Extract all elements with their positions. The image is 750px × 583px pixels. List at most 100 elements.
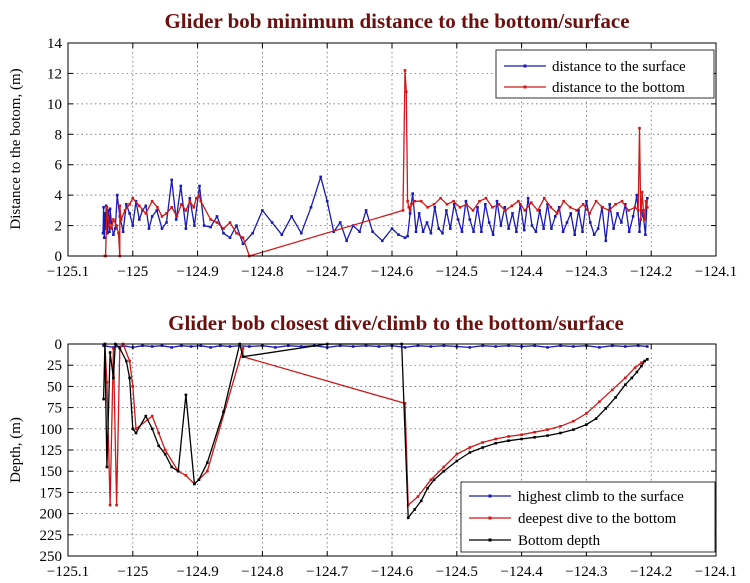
top-x-tick-label: −124.5 [436,264,478,280]
top-point-distance-to-the-bottom [401,209,405,212]
bottom-point-bottom-depth [507,439,510,442]
top-point-distance-to-the-surface [421,230,425,233]
top-point-distance-to-the-surface [642,215,645,218]
bottom-point-bottom-depth [455,459,459,463]
top-point-distance-to-the-bottom [180,203,183,206]
top-point-distance-to-the-surface [411,192,414,195]
legend-label-dive: deepest dive to the bottom [518,511,677,527]
top-point-distance-to-the-bottom [471,209,475,212]
bottom-point-highest-climb-to-the-surface [403,346,407,349]
bottom-point-highest-climb-to-the-surface [646,345,649,348]
top-point-distance-to-the-surface [445,209,448,212]
top-point-distance-to-the-surface [425,221,429,224]
bottom-point-bottom-depth [494,441,497,445]
top-point-distance-to-the-bottom [452,199,455,203]
legend-label-bottom: distance to the bottom [552,80,685,96]
bottom-point-bottom-depth [559,431,562,435]
bottom-point-deepest-dive-to-the-bottom [150,414,154,418]
top-point-distance-to-the-bottom [568,206,572,209]
bottom-point-bottom-depth [426,486,429,490]
top-point-distance-to-the-surface [577,209,580,212]
top-point-distance-to-the-surface [526,196,530,200]
top-point-distance-to-the-surface [319,175,322,179]
top-point-distance-to-the-bottom [426,206,429,209]
top-point-distance-to-the-surface [228,236,232,239]
bottom-chart-title: Glider bob closest dive/climb to the bot… [168,311,624,335]
top-point-distance-to-the-surface [414,230,418,233]
top-point-distance-to-the-bottom [432,203,436,206]
bottom-point-bottom-depth [105,465,109,469]
bottom-point-highest-climb-to-the-surface [624,345,627,348]
top-point-distance-to-the-bottom [555,212,559,215]
top-point-distance-to-the-surface [585,199,588,203]
bottom-point-highest-climb-to-the-surface [598,346,601,349]
top-x-tick-label: −124.1 [695,264,737,280]
top-point-distance-to-the-surface [646,196,649,200]
top-point-distance-to-the-bottom [165,212,168,215]
top-point-distance-to-the-bottom [118,204,122,208]
top-point-distance-to-the-bottom [497,203,501,206]
legend-label-climb: highest climb to the surface [518,489,684,505]
top-point-distance-to-the-bottom [607,209,611,212]
top-point-distance-to-the-surface [103,236,106,239]
top-point-distance-to-the-bottom [530,201,533,204]
bottom-point-highest-climb-to-the-surface [228,345,232,348]
bottom-point-deepest-dive-to-the-bottom [184,474,188,477]
bottom-point-deepest-dive-to-the-bottom [533,430,536,434]
bottom-point-bottom-depth [112,376,115,380]
top-point-distance-to-the-surface [437,227,440,230]
bottom-point-bottom-depth [222,410,225,414]
bottom-point-deepest-dive-to-the-bottom [157,431,160,435]
top-point-distance-to-the-surface [546,203,549,206]
top-point-distance-to-the-surface [280,233,284,236]
top-point-distance-to-the-bottom [510,204,514,208]
top-point-distance-to-the-surface [644,233,647,236]
bottom-x-tick-label: −124.8 [241,564,283,580]
top-point-distance-to-the-surface [433,206,437,209]
top-point-distance-to-the-surface [624,203,627,206]
bottom-y-tick-label: 100 [40,422,63,438]
top-y-axis-label: Distance to the botom, (m) [8,68,24,229]
top-point-distance-to-the-surface [261,209,264,212]
bottom-x-tick-label: −124.3 [565,564,607,580]
top-point-distance-to-the-surface [309,206,313,209]
top-point-distance-to-the-surface [358,230,361,233]
top-point-distance-to-the-bottom [644,199,648,203]
bottom-point-highest-climb-to-the-surface [429,345,433,348]
top-point-distance-to-the-surface [403,236,407,239]
bottom-series-line-deepest-dive-to-the-bottom [104,343,648,506]
bottom-point-deepest-dive-to-the-bottom [429,478,433,481]
bottom-y-tick-label: 25 [47,358,62,374]
bottom-x-tick-label: −124.6 [371,564,414,580]
top-y-tick-label: 12 [47,66,62,82]
bottom-point-bottom-depth [546,434,549,437]
top-point-distance-to-the-bottom [562,199,565,203]
bottom-series-line-bottom-depth [102,343,648,519]
top-point-distance-to-the-bottom [614,203,617,206]
top-point-distance-to-the-surface [408,212,412,215]
top-point-distance-to-the-surface [114,227,117,230]
bottom-point-highest-climb-to-the-surface [572,345,575,348]
bottom-point-deepest-dive-to-the-bottom [507,435,510,438]
top-point-distance-to-the-bottom [581,203,585,206]
top-point-distance-to-the-surface [202,224,206,227]
top-point-distance-to-the-surface [125,203,128,206]
bottom-point-highest-climb-to-the-surface [533,344,536,347]
top-point-distance-to-the-bottom [478,199,481,203]
bottom-point-highest-climb-to-the-surface [170,346,173,349]
bottom-point-deepest-dive-to-the-bottom [206,469,209,473]
top-y-tick-label: 10 [47,97,62,113]
top-point-distance-to-the-bottom [642,209,645,212]
top-point-distance-to-the-bottom [620,199,624,203]
bottom-y-tick-label: 125 [40,443,63,459]
bottom-point-highest-climb-to-the-surface [507,344,510,347]
top-point-distance-to-the-surface [635,193,639,197]
legend-marker-surface [523,64,527,68]
bottom-y-tick-label: 175 [40,485,63,501]
top-point-distance-to-the-surface [534,230,538,233]
top-x-tick-label: −124.9 [176,264,218,280]
top-point-distance-to-the-bottom [408,209,412,212]
top-point-distance-to-the-bottom [465,203,468,206]
bottom-point-bottom-depth [468,451,472,454]
top-point-distance-to-the-bottom [131,196,135,200]
